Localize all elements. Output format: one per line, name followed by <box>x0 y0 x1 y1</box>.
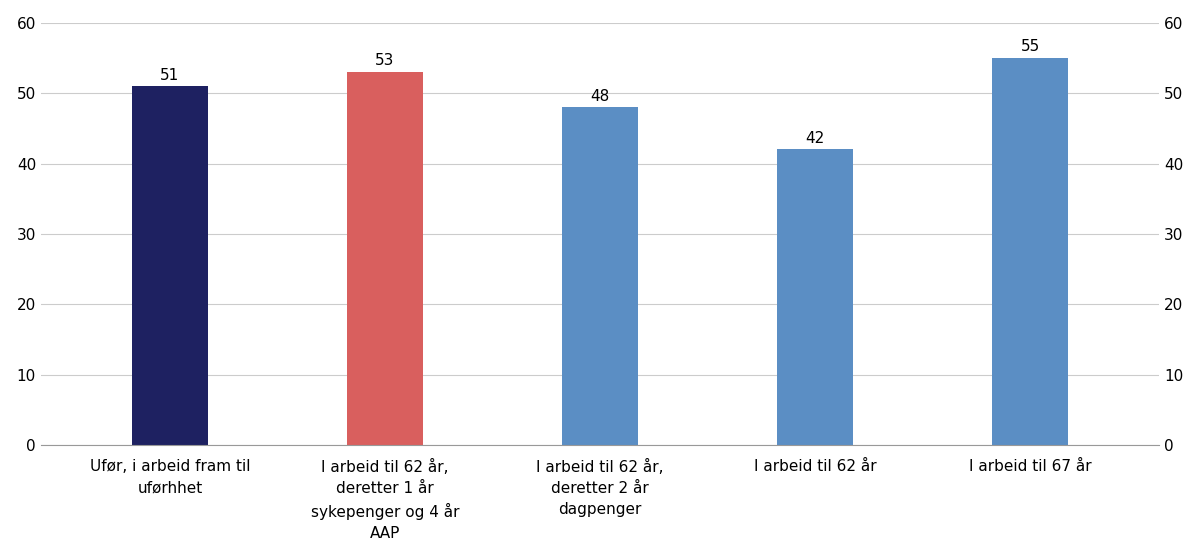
Text: 55: 55 <box>1020 40 1039 54</box>
Text: 48: 48 <box>590 89 610 104</box>
Text: 42: 42 <box>805 131 824 146</box>
Bar <box>347 72 422 445</box>
Bar <box>992 58 1068 445</box>
Text: 53: 53 <box>376 54 395 69</box>
Bar <box>563 107 637 445</box>
Bar <box>778 150 853 445</box>
Bar <box>132 86 208 445</box>
Text: 51: 51 <box>161 68 180 83</box>
